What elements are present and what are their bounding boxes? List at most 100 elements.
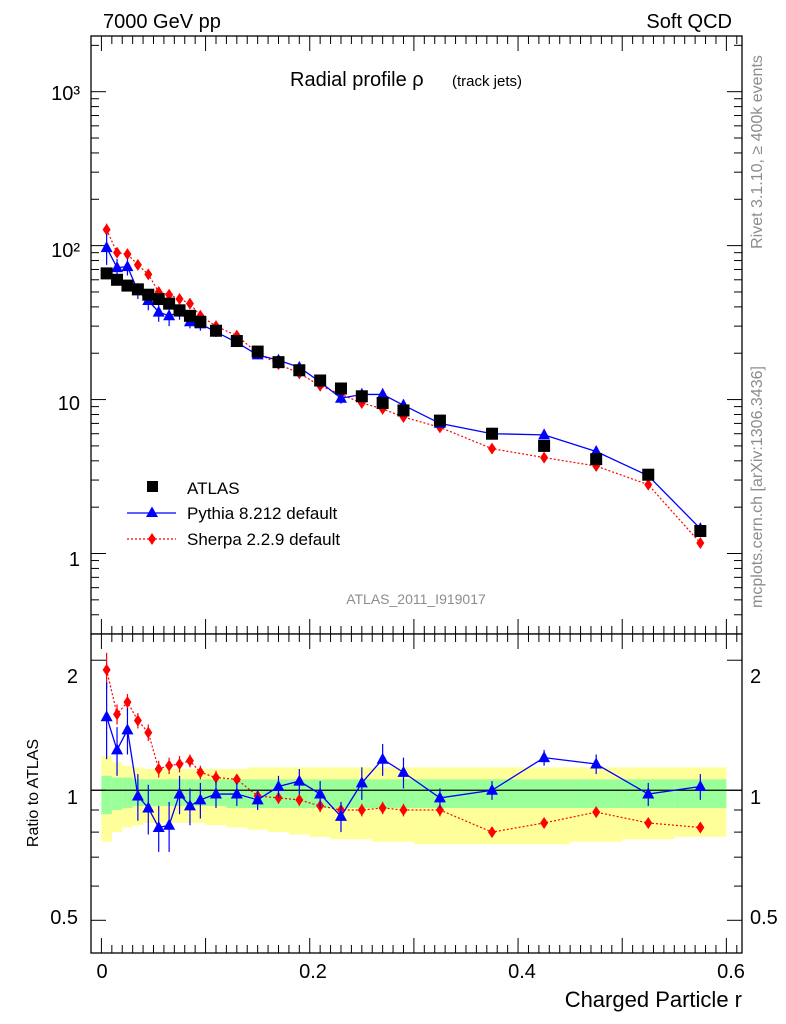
ratio-panel: 2 1 0.5 2 1 0.5 0 0.2 0.4 0.6 Charged Pa… <box>25 633 778 1012</box>
atlas-point <box>173 304 186 317</box>
ratio-pythia-point <box>314 787 327 799</box>
ratio-sherpa-point <box>295 793 304 806</box>
ratio-pythia-point <box>142 801 155 813</box>
main-series-layer <box>100 223 707 550</box>
sherpa-point <box>540 451 549 464</box>
ratio-pythia-point <box>397 765 410 777</box>
atlas-point <box>230 335 243 348</box>
ratio-band-inner <box>153 779 164 806</box>
atlas-point <box>486 427 499 440</box>
xtick-label: 0 <box>96 961 107 983</box>
pythia-point <box>121 260 134 272</box>
sherpa-point <box>102 223 111 236</box>
x-axis-title: Charged Particle r <box>565 987 742 1012</box>
main-ytick-label: 10² <box>51 240 80 262</box>
ratio-pythia-point <box>538 751 551 763</box>
ratio-ytick-label: 2 <box>67 666 78 688</box>
sherpa-point <box>123 248 132 261</box>
atlas-point <box>163 297 176 310</box>
main-title-suffix: (track jets) <box>452 73 522 90</box>
atlas-point <box>314 374 327 387</box>
ratio-pythia-point <box>293 774 306 786</box>
ratio-pythia-point <box>209 787 222 799</box>
atlas-point <box>590 453 603 466</box>
atlas-point <box>355 390 368 403</box>
ratio-pythia-point <box>173 787 186 799</box>
atlas-point <box>111 273 124 286</box>
sherpa-point <box>644 478 653 491</box>
ratio-sherpa-point <box>540 816 549 829</box>
ratio-sherpa-point <box>378 801 387 814</box>
sherpa-point <box>144 268 153 281</box>
ratio-plot-frame <box>90 633 743 954</box>
ratio-pythia-point <box>121 723 134 735</box>
analysis-watermark: ATLAS_2011_I919017 <box>346 591 486 607</box>
ratio-band-inner <box>111 777 123 811</box>
pythia-point <box>163 309 176 321</box>
legend-pythia-marker <box>146 506 158 517</box>
ratio-pythia-point <box>183 799 196 811</box>
atlas-point <box>694 525 707 538</box>
ratio-pythia-point <box>100 710 113 722</box>
atlas-point <box>376 396 389 409</box>
ratio-band-inner <box>570 779 623 808</box>
main-axis-ticks <box>90 36 742 635</box>
ratio-pythia-point <box>111 743 124 755</box>
ratio-sherpa-point <box>175 758 184 771</box>
legend-sherpa-label: Sherpa 2.2.9 default <box>187 530 340 549</box>
ratio-sherpa-point <box>123 696 132 709</box>
ratio-pythia-point <box>433 791 446 803</box>
ratio-sherpa-point <box>154 762 163 775</box>
legend-pythia-label: Pythia 8.212 default <box>187 504 338 523</box>
main-plot-area <box>91 36 742 634</box>
legend-sherpa-marker <box>148 533 156 545</box>
atlas-point <box>100 267 113 280</box>
ratio-band-inner <box>122 777 133 808</box>
ratio-sherpa-point <box>165 759 174 772</box>
atlas-point <box>538 439 551 452</box>
ratio-pythia-point <box>163 818 176 830</box>
ratio-band-inner <box>372 779 394 808</box>
ratio-sherpa-line <box>106 669 701 833</box>
xtick-label: 0.6 <box>717 961 745 983</box>
ratio-band-inner <box>393 779 414 808</box>
xtick-label: 0.4 <box>508 961 536 983</box>
sherpa-point <box>696 537 705 550</box>
ratio-ytick-label: 0.5 <box>50 907 78 929</box>
atlas-point <box>183 309 196 322</box>
ratio-sherpa-point <box>696 821 705 834</box>
ratio-sherpa-point <box>232 773 241 786</box>
ratio-sherpa-point <box>644 816 653 829</box>
pythia-point <box>100 241 113 253</box>
atlas-point <box>131 283 144 296</box>
ratio-sherpa-point <box>113 708 122 721</box>
sherpa-point <box>175 293 184 306</box>
atlas-point <box>142 288 155 301</box>
ratio-sherpa-point <box>133 714 142 727</box>
atlas-point <box>251 345 264 358</box>
ratio-pythia-point <box>590 757 603 769</box>
ratio-y-axis-title: Ratio to ATLAS <box>25 739 42 847</box>
header-right: Soft QCD <box>646 11 732 33</box>
ratio-series-layer <box>100 652 707 852</box>
atlas-point <box>152 293 165 306</box>
ratio-pythia-point <box>194 793 207 805</box>
ratio-pythia-point <box>334 809 347 821</box>
ratio-pythia-point <box>486 783 499 795</box>
sherpa-point <box>133 258 142 271</box>
atlas-point <box>642 468 655 481</box>
ratio-band-inner <box>518 779 571 808</box>
main-panel: Radial profile ρ (track jets) ATLAS_2011… <box>51 35 743 635</box>
ratio-band-inner <box>330 779 352 808</box>
ratio-pythia-point <box>694 780 707 792</box>
ratio-sherpa-point <box>435 804 444 817</box>
ratio-sherpa-point <box>196 766 205 779</box>
ratio-pythia-point <box>152 820 165 832</box>
header-left: 7000 GeV pp <box>103 11 221 33</box>
ratio-pythia-point <box>272 780 285 792</box>
sherpa-point <box>488 442 497 455</box>
pythia-point <box>152 305 165 317</box>
ratio-pythia-point <box>131 789 144 801</box>
ratio-pythia-point <box>355 776 368 788</box>
atlas-point <box>209 324 222 337</box>
